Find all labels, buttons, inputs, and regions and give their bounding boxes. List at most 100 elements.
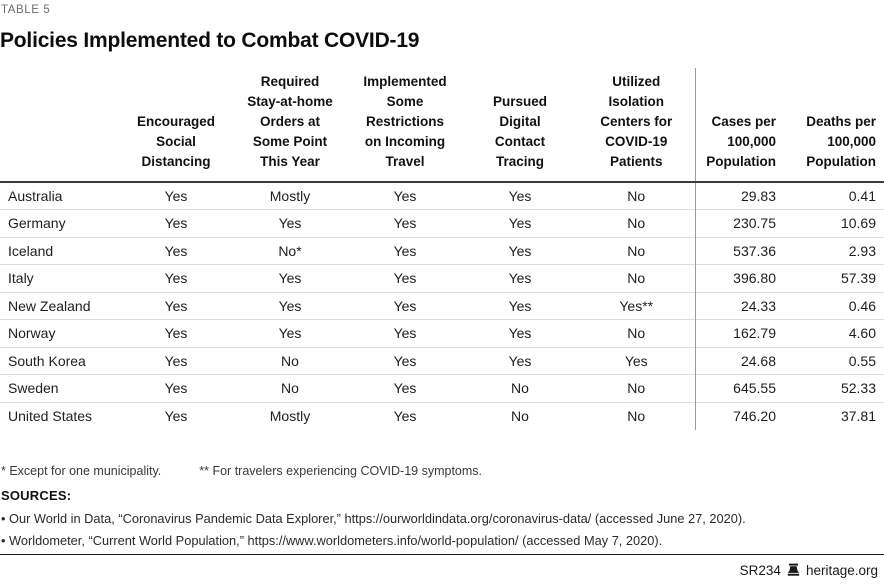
value-cell: No [627, 242, 646, 259]
value-cell: No [627, 380, 646, 397]
column-header: Required Stay-at-home Orders at Some Poi… [247, 74, 333, 169]
column-header: Encouraged Social Distancing [136, 114, 215, 169]
table-header: Encouraged Social Distancing Required Sta… [0, 68, 884, 182]
value-cell: Yes [508, 242, 532, 259]
value-cell: Yes [164, 188, 188, 204]
value-cell: Mostly [269, 188, 311, 204]
value-cell: Yes [164, 408, 188, 424]
value-cell: Yes [164, 325, 188, 342]
value-cell: Mostly [269, 408, 311, 424]
column-header: Implemented Some Restrictions on Incomin… [363, 74, 447, 169]
country-cell: Iceland [8, 242, 54, 259]
value-cell: No [627, 408, 646, 424]
column-header: Utilized Isolation Centers for COVID-19 … [600, 74, 673, 169]
value-cell: 162.79 [694, 319, 780, 347]
value-cell: No [627, 270, 646, 287]
value-cell: No [627, 188, 646, 204]
country-cell: United States [8, 408, 93, 424]
table-body: Australia Yes Mostly Yes Yes No 29.83 0.41 Germa… [0, 182, 884, 430]
value-cell: Yes [624, 352, 648, 369]
value-cell: 2.93 [848, 242, 876, 259]
country-cell: Italy [8, 270, 34, 287]
country-cell: Germany [8, 215, 66, 232]
value-cell: Yes [508, 325, 532, 342]
table-row: Italy Yes Yes Yes Yes No 396.80 57.39 [0, 264, 884, 292]
value-cell: No [511, 380, 529, 397]
value-cell: 4.60 [848, 325, 876, 342]
table-row: South Korea Yes No Yes Yes Yes 24.68 0.55 [0, 347, 884, 375]
site-url: heritage.org [805, 562, 878, 578]
value-cell: Yes [393, 215, 417, 232]
value-cell: Yes [164, 215, 188, 232]
value-cell: Yes [508, 297, 532, 314]
value-cell: 645.55 [694, 374, 780, 402]
report-id: SR234 [739, 562, 781, 578]
table-header-row: Encouraged Social Distancing Required Sta… [0, 68, 884, 182]
table-figure-page: TABLE 5 Policies Implemented to Combat C… [0, 3, 884, 588]
table-row: Sweden Yes No Yes No No 645.55 52.33 [0, 374, 884, 402]
heritage-bell-logo-icon [786, 563, 801, 577]
value-cell: 24.33 [694, 292, 780, 320]
value-cell: 537.36 [694, 237, 780, 265]
footer: SR234 heritage.org [0, 563, 878, 578]
value-cell: 24.68 [694, 347, 780, 375]
country-cell: New Zealand [8, 297, 91, 314]
value-cell: No [281, 380, 299, 397]
value-cell: 29.83 [694, 182, 780, 210]
table-row: New Zealand Yes Yes Yes Yes Yes** 24.33 0.46 [0, 292, 884, 320]
column-header: Pursued Digital Contact Tracing [492, 94, 547, 169]
country-cell: Sweden [8, 380, 59, 397]
source-line: • Our World in Data, “Coronavirus Pandem… [1, 510, 746, 526]
value-cell: 37.81 [840, 408, 876, 424]
value-cell: Yes [164, 380, 188, 397]
covid-policies-table: Encouraged Social Distancing Required Sta… [0, 68, 884, 430]
value-cell: 396.80 [694, 264, 780, 292]
value-cell: 10.69 [840, 215, 876, 232]
value-cell: Yes [164, 242, 188, 259]
value-cell: 230.75 [694, 209, 780, 237]
table-row: Norway Yes Yes Yes Yes No 162.79 4.60 [0, 319, 884, 347]
value-cell: Yes [393, 188, 417, 204]
country-cell: Norway [8, 325, 56, 342]
column-header [0, 68, 120, 182]
source-line: • Worldometer, “Current World Population… [1, 532, 663, 548]
value-cell: Yes [393, 352, 417, 369]
value-cell: Yes [508, 270, 532, 287]
value-cell: Yes [278, 270, 302, 287]
value-cell: No [627, 215, 646, 232]
table-row: Germany Yes Yes Yes Yes No 230.75 10.69 [0, 209, 884, 237]
table-number-label: TABLE 5 [1, 4, 51, 16]
value-cell: 0.55 [848, 352, 876, 369]
value-cell: Yes [393, 297, 417, 314]
value-cell: No [511, 408, 529, 424]
table-row: Australia Yes Mostly Yes Yes No 29.83 0.41 [0, 182, 884, 210]
value-cell: Yes [508, 352, 532, 369]
value-cell: Yes [393, 270, 417, 287]
page-title: Policies Implemented to Combat COVID-19 [0, 29, 420, 52]
value-cell: Yes [393, 408, 417, 424]
table-row: Iceland Yes No* Yes Yes No 537.36 2.93 [0, 237, 884, 265]
footer-divider [0, 553, 884, 555]
value-cell: No [627, 325, 646, 342]
value-cell: 0.46 [848, 297, 876, 314]
value-cell: Yes** [619, 297, 654, 314]
value-cell: Yes [508, 215, 532, 232]
value-cell: Yes [278, 325, 302, 342]
value-cell: 0.41 [848, 188, 876, 204]
value-cell: 57.39 [840, 270, 876, 287]
value-cell: Yes [278, 215, 302, 232]
value-cell: 746.20 [694, 402, 780, 430]
column-header: Cases per 100,000 Population [694, 68, 780, 182]
value-cell: 52.33 [840, 380, 876, 397]
table-row: United States Yes Mostly Yes No No 746.20 37.81 [0, 402, 884, 430]
value-cell: Yes [508, 188, 532, 204]
footnotes: * Except for one municipality. ** For tra… [1, 464, 884, 479]
footnote-one: * Except for one municipality. [1, 463, 162, 478]
value-cell: Yes [393, 380, 417, 397]
column-header: Deaths per 100,000 Population [806, 114, 876, 169]
sources-heading: SOURCES: [1, 487, 72, 503]
value-cell: No* [278, 242, 302, 259]
value-cell: Yes [164, 297, 188, 314]
value-cell: Yes [164, 352, 188, 369]
value-cell: Yes [393, 242, 417, 259]
